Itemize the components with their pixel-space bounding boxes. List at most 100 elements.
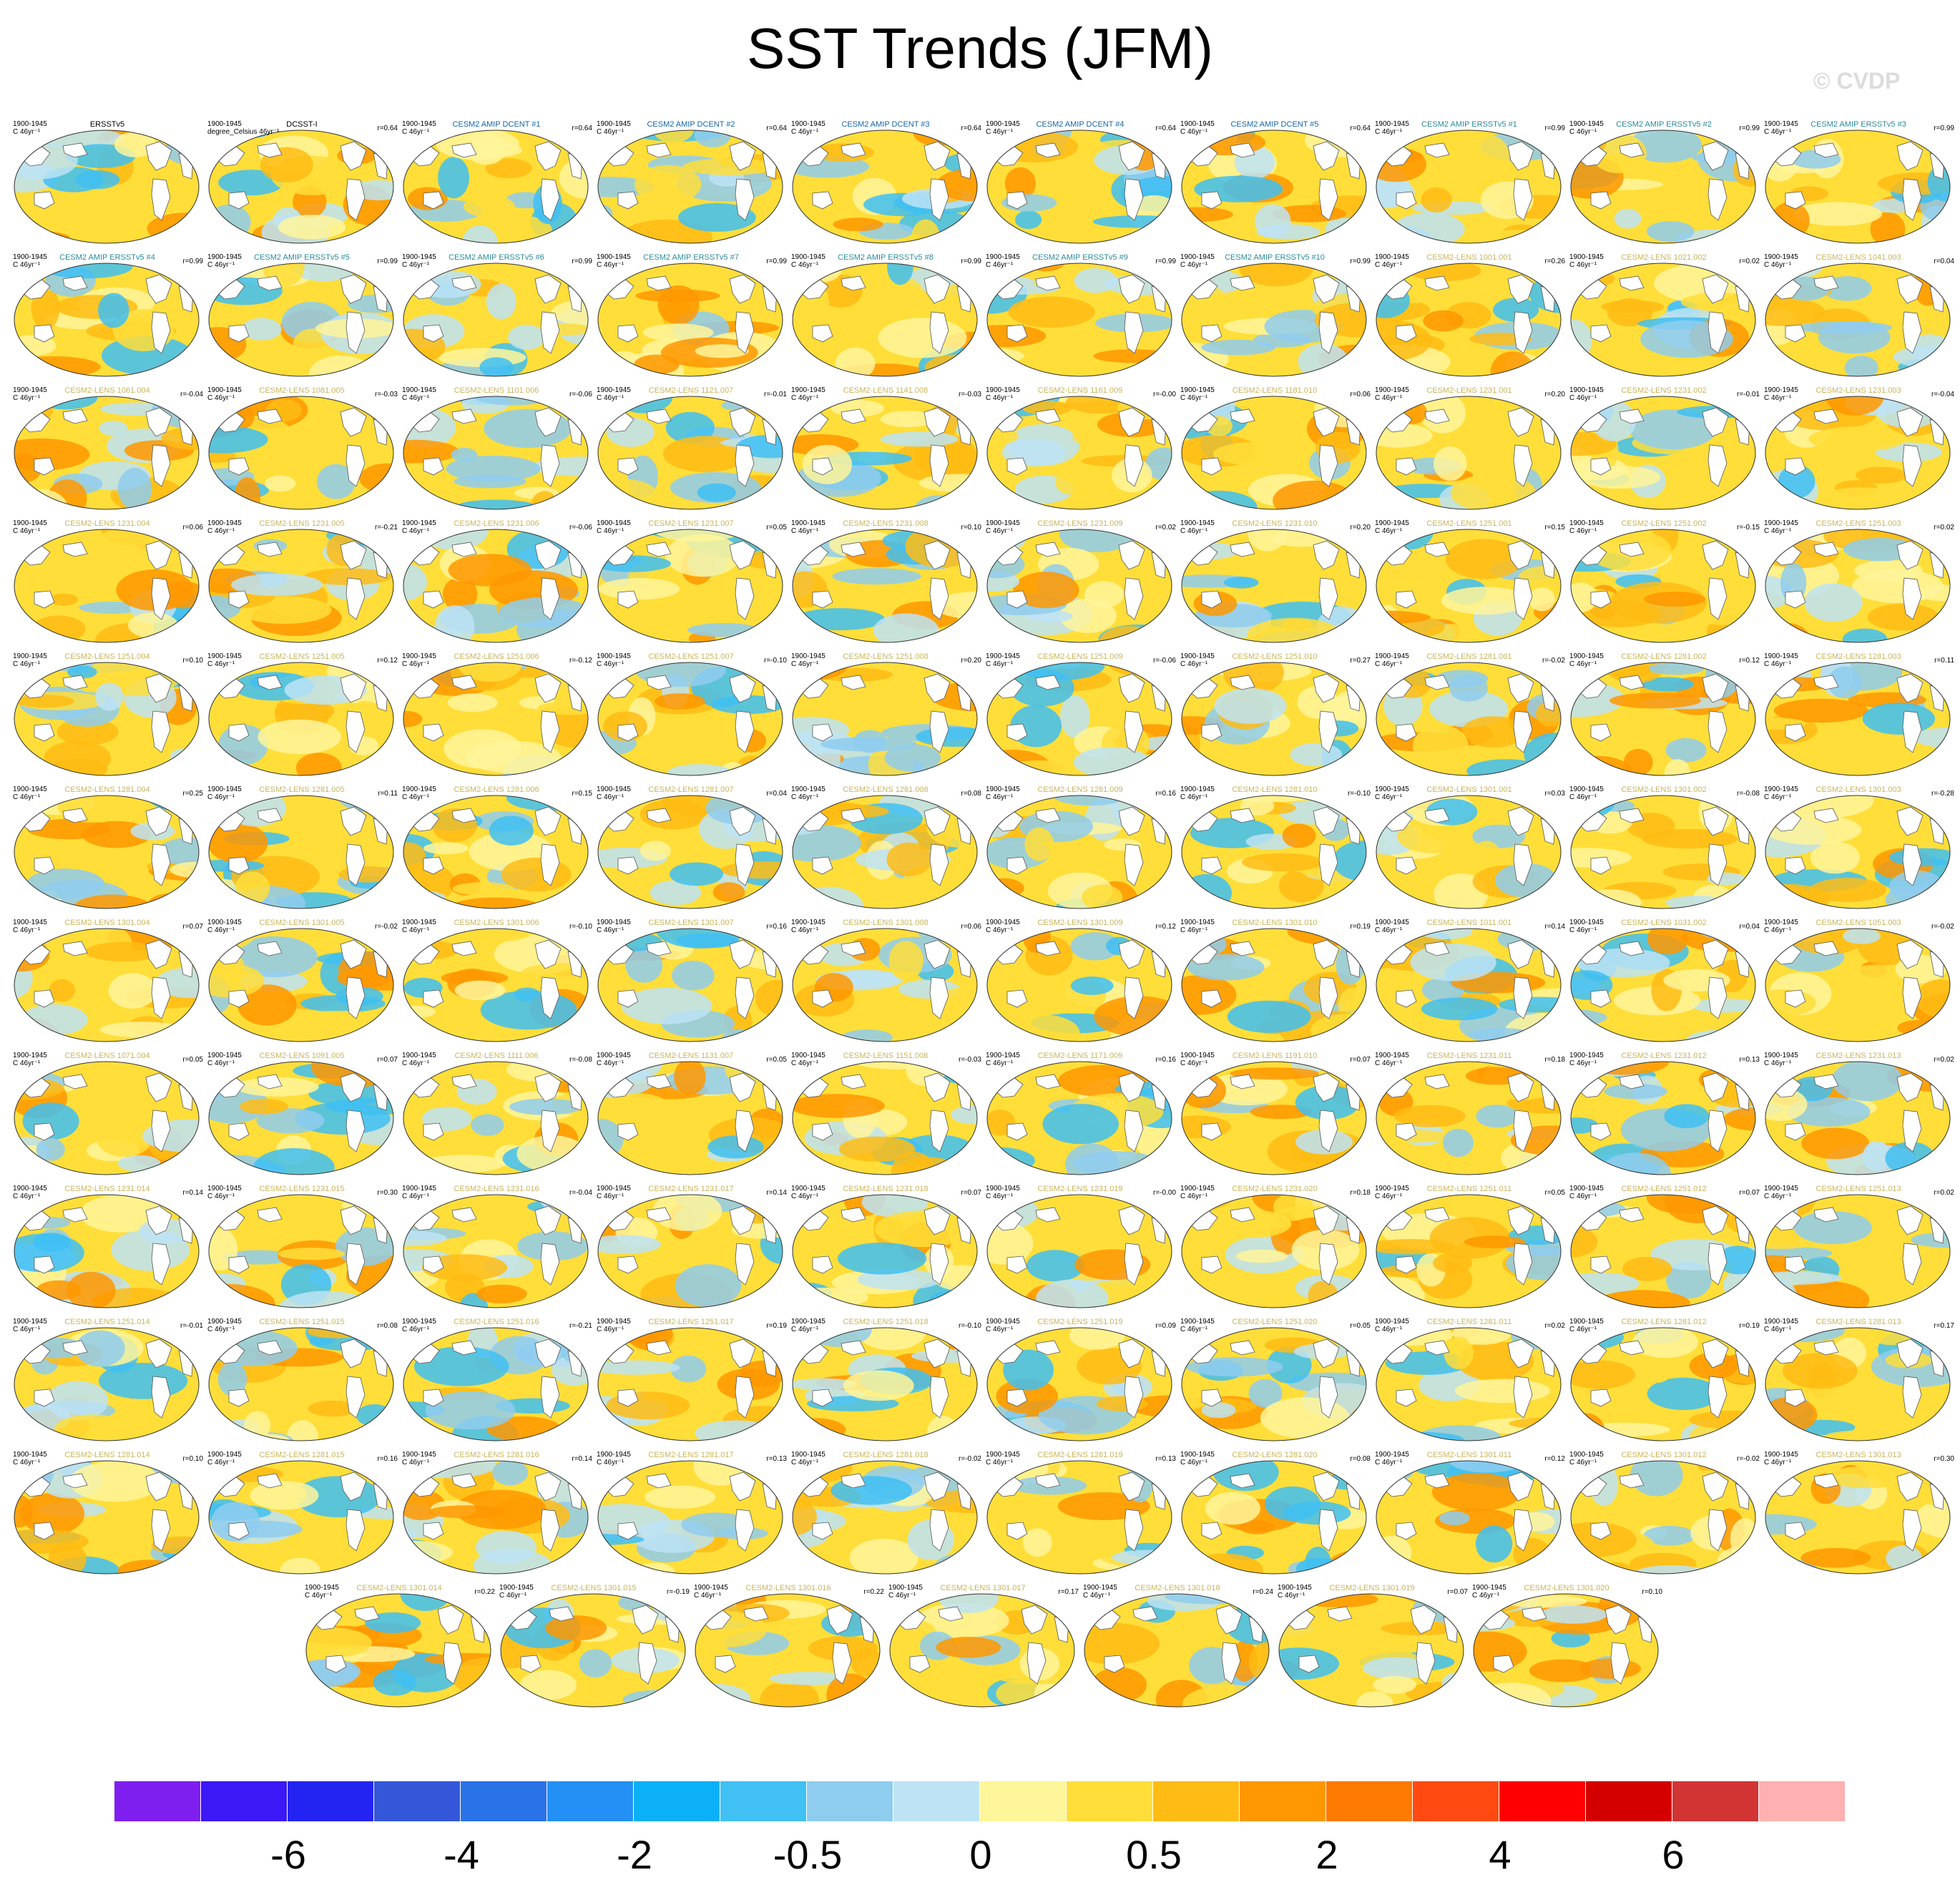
panel-period: 1900-1945 xyxy=(597,253,631,261)
panel-period: 1900-1945 xyxy=(13,919,47,926)
panel-period: 1900-1945 xyxy=(986,785,1020,793)
panel-title: CESM2-LENS 1301.006 xyxy=(454,919,539,927)
panel-units: degree_Celsius 46yr⁻¹ xyxy=(207,128,280,136)
panel-units: C 46yr⁻¹ xyxy=(207,660,235,668)
map-panel: 1900-1945 C 46yr⁻¹ CESM2 AMIP DCENT #5 r=0.… xyxy=(1177,120,1372,249)
panel-period: 1900-1945 xyxy=(986,253,1020,261)
panel-units: C 46yr⁻¹ xyxy=(597,261,624,269)
pattern-correlation: r=0.02 xyxy=(1155,524,1176,532)
pattern-correlation: r=0.19 xyxy=(1739,1322,1760,1330)
panel-title: CESM2-LENS 1091.005 xyxy=(259,1052,345,1060)
panel-title: CESM2-LENS 1041.003 xyxy=(1816,253,1901,262)
pattern-correlation: r=0.07 xyxy=(1447,1588,1468,1596)
panel-period: 1900-1945 xyxy=(1764,120,1798,128)
panel-period: 1900-1945 xyxy=(207,519,242,527)
pattern-correlation: r=-0.10 xyxy=(959,1322,981,1330)
panel-period: 1900-1945 xyxy=(402,1318,436,1326)
map-panel: 1900-1945 C 46yr⁻¹ CESM2-LENS 1071.004 r=0.… xyxy=(10,1052,205,1180)
panel-units: C 46yr⁻¹ xyxy=(1569,926,1597,934)
panel-title: CESM2-LENS 1301.013 xyxy=(1816,1451,1901,1459)
panel-units: C 46yr⁻¹ xyxy=(1569,1326,1597,1333)
pattern-correlation: r=0.16 xyxy=(377,1455,398,1463)
map-panel: 1900-1945 C 46yr⁻¹ CESM2-LENS 1231.015 r=0.… xyxy=(205,1185,399,1313)
map-panel: 1900-1945 C 46yr⁻¹ CESM2-LENS 1251.004 r=0.… xyxy=(10,652,205,781)
panel-period: 1900-1945 xyxy=(986,1451,1020,1459)
sst-trend-map xyxy=(792,662,978,776)
pattern-correlation: r=0.13 xyxy=(1155,1455,1176,1463)
pattern-correlation: r=-0.02 xyxy=(375,923,398,931)
pattern-correlation: r=-0.03 xyxy=(375,391,398,398)
map-panel: 1900-1945 C 46yr⁻¹ CESM2-LENS 1231.013 r=0.… xyxy=(1761,1052,1956,1180)
map-panel: 1900-1945 C 46yr⁻¹ CESM2-LENS 1101.006 r=-0… xyxy=(399,386,594,515)
panel-period: 1900-1945 xyxy=(791,1185,825,1193)
pattern-correlation: r=-0.04 xyxy=(569,1189,592,1197)
panel-title: CESM2-LENS 1301.009 xyxy=(1037,919,1123,927)
panel-period: 1900-1945 xyxy=(13,652,47,660)
panel-title: CESM2-LENS 1281.003 xyxy=(1816,652,1901,661)
panel-title: CESM2-LENS 1251.019 xyxy=(1037,1318,1123,1326)
panel-period: 1900-1945 xyxy=(402,1185,436,1193)
colorbar-segment xyxy=(1326,1781,1413,1821)
panel-title: CESM2-LENS 1281.009 xyxy=(1037,785,1123,794)
sst-trend-map xyxy=(1765,662,1951,776)
panel-units: C 46yr⁻¹ xyxy=(986,1059,1014,1067)
pattern-correlation: r=0.20 xyxy=(1544,391,1565,398)
panel-title: CESM2-LENS 1251.014 xyxy=(64,1318,150,1326)
panel-units: C 46yr⁻¹ xyxy=(1569,1193,1597,1200)
panel-period: 1900-1945 xyxy=(986,1185,1020,1193)
panel-title: CESM2-LENS 1281.012 xyxy=(1621,1318,1707,1326)
pattern-correlation: r=0.02 xyxy=(1544,1322,1565,1330)
panel-units: C 46yr⁻¹ xyxy=(1764,1059,1792,1067)
pattern-correlation: r=-0.06 xyxy=(569,524,592,532)
panel-units: C 46yr⁻¹ xyxy=(1375,527,1403,535)
map-panel: 1900-1945 C 46yr⁻¹ CESM2-LENS 1251.005 r=0.… xyxy=(205,652,399,781)
panel-title: CESM2-LENS 1251.016 xyxy=(454,1318,539,1326)
colorbar-tick-label: -6 xyxy=(270,1832,306,1877)
pattern-correlation: r=-0.10 xyxy=(764,657,787,665)
panel-units: C 46yr⁻¹ xyxy=(1180,527,1208,535)
map-panel: 1900-1945 C 46yr⁻¹ CESM2-LENS 1251.010 r=0.… xyxy=(1177,652,1372,781)
panel-title: CESM2-LENS 1231.008 xyxy=(843,519,928,528)
panel-period: 1900-1945 xyxy=(1375,652,1409,660)
panel-title: CESM2-LENS 1121.007 xyxy=(648,386,734,395)
sst-trend-map xyxy=(1376,1194,1562,1308)
panel-units: C 46yr⁻¹ xyxy=(402,1459,430,1467)
map-panel: 1900-1945 C 46yr⁻¹ CESM2-LENS 1011.001 r=0.… xyxy=(1372,919,1567,1047)
panel-period: 1900-1945 xyxy=(597,785,631,793)
map-panel: 1900-1945 C 46yr⁻¹ CESM2-LENS 1301.002 r=-0… xyxy=(1567,785,1761,914)
pattern-correlation: r=0.06 xyxy=(182,524,203,532)
map-panel: 1900-1945 C 46yr⁻¹ CESM2-LENS 1231.016 r=-0… xyxy=(399,1185,594,1313)
sst-trend-map xyxy=(986,795,1172,909)
sst-trend-map xyxy=(597,129,783,244)
sst-trend-map xyxy=(14,529,200,643)
panel-title: CESM2 AMIP ERSSTv5 #3 xyxy=(1810,120,1906,129)
colorbar-segment xyxy=(807,1781,893,1821)
map-panel: 1900-1945 C 46yr⁻¹ CESM2-LENS 1281.017 r=0.… xyxy=(594,1451,788,1580)
sst-trend-map xyxy=(1376,795,1562,909)
colorbar-tick-label: 6 xyxy=(1662,1832,1685,1877)
pattern-correlation: r=-0.21 xyxy=(375,524,398,532)
panel-period: 1900-1945 xyxy=(597,652,631,660)
panel-title: CESM2-LENS 1231.015 xyxy=(259,1185,345,1193)
panel-period: 1900-1945 xyxy=(1180,120,1215,128)
sst-trend-map xyxy=(1765,795,1951,909)
panel-period: 1900-1945 xyxy=(986,1052,1020,1059)
colorbar xyxy=(114,1781,1846,1821)
pattern-correlation: r=0.15 xyxy=(572,790,592,798)
sst-trend-map xyxy=(1570,263,1756,377)
map-panel: 1900-1945 C 46yr⁻¹ CESM2-LENS 1301.001 r=0.… xyxy=(1372,785,1567,914)
panel-title: CESM2-LENS 1251.015 xyxy=(259,1318,345,1326)
panel-title: CESM2-LENS 1231.020 xyxy=(1232,1185,1318,1193)
panel-period: 1900-1945 xyxy=(207,253,242,261)
panel-units: C 46yr⁻¹ xyxy=(986,1193,1014,1200)
pattern-correlation: r=-0.04 xyxy=(1931,391,1954,398)
panel-title: CESM2-LENS 1301.014 xyxy=(356,1584,442,1592)
sst-trend-map xyxy=(1376,1460,1562,1575)
panel-period: 1900-1945 xyxy=(1764,1318,1798,1326)
map-panel: 1900-1945 C 46yr⁻¹ CESM2-LENS 1281.010 r=-0… xyxy=(1177,785,1372,914)
map-panel: 1900-1945 C 46yr⁻¹ CESM2-LENS 1301.004 r=0.… xyxy=(10,919,205,1047)
colorbar-labels: -6 -4 -2 -0.5 0 0.5 2 4 6 xyxy=(0,1831,1960,1881)
map-panel: 1900-1945 C 46yr⁻¹ CESM2-LENS 1231.011 r=0.… xyxy=(1372,1052,1567,1180)
map-panel: 1900-1945 C 46yr⁻¹ CESM2-LENS 1281.002 r=0.… xyxy=(1567,652,1761,781)
panel-title: CESM2-LENS 1191.010 xyxy=(1232,1052,1318,1060)
